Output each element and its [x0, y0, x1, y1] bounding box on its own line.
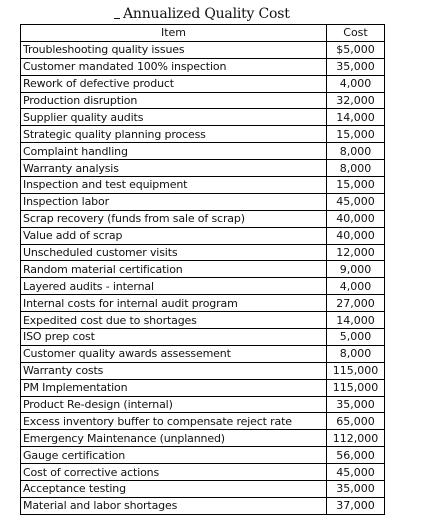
item-cell: Emergency Maintenance (unplanned): [20, 429, 327, 448]
table-row: Random material certification 9,000: [20, 260, 385, 279]
cost-cell: 112,000: [326, 429, 385, 448]
cost-cell: $5,000: [326, 40, 385, 59]
item-cell: Production disruption: [20, 91, 327, 110]
table-row: Production disruption 32,000: [20, 91, 385, 110]
quality-cost-table: Item Cost Troubleshooting quality issues…: [20, 24, 385, 515]
cost-cell: 115,000: [326, 378, 385, 397]
table-row: Gauge certification 56,000: [20, 446, 385, 465]
table-row: Warranty analysis 8,000: [20, 159, 385, 178]
item-cell: Value add of scrap: [20, 226, 327, 245]
title-area: Annualized Quality Cost: [114, 3, 290, 25]
item-cell: Random material certification: [20, 260, 327, 279]
item-cell: Inspection and test equipment: [20, 176, 327, 194]
cost-cell: 40,000: [326, 209, 385, 228]
table-row: Value add of scrap 40,000: [20, 226, 385, 245]
cost-cell: 65,000: [326, 412, 385, 431]
table-row: Excess inventory buffer to compensate re…: [20, 412, 385, 431]
table-row: ISO prep cost 5,000: [20, 328, 385, 346]
cost-cell: 115,000: [326, 361, 385, 380]
item-cell: Complaint handling: [20, 142, 327, 161]
item-cell: Layered audits - internal: [20, 277, 327, 296]
cost-cell: 9,000: [326, 260, 385, 279]
item-cell: Inspection labor: [20, 192, 327, 211]
table-row: Complaint handling 8,000: [20, 142, 385, 161]
cost-cell: 4,000: [326, 277, 385, 296]
cost-cell: 4,000: [326, 74, 385, 93]
cost-cell: 8,000: [326, 344, 385, 363]
table-row: Customer mandated 100% inspection 35,000: [20, 57, 385, 76]
item-cell: Warranty costs: [20, 361, 327, 380]
table-row: Supplier quality audits 14,000: [20, 108, 385, 127]
cost-cell: 27,000: [326, 294, 385, 313]
cost-cell: 15,000: [326, 176, 385, 194]
table-row: Strategic quality planning process 15,000: [20, 125, 385, 144]
item-cell: Rework of defective product: [20, 74, 327, 93]
table-row: Unscheduled customer visits 12,000: [20, 243, 385, 262]
table-row: Inspection labor 45,000: [20, 192, 385, 211]
table-row: Rework of defective product 4,000: [20, 74, 385, 93]
item-cell: Supplier quality audits: [20, 108, 327, 127]
table-row: Customer quality awards assessement 8,000: [20, 344, 385, 363]
item-cell: Customer mandated 100% inspection: [20, 57, 327, 76]
item-cell: Gauge certification: [20, 446, 327, 465]
cost-cell: 45,000: [326, 463, 385, 482]
cost-cell: 56,000: [326, 446, 385, 465]
table-row: Inspection and test equipment 15,000: [20, 176, 385, 194]
cost-column-header: Cost: [326, 24, 385, 42]
cost-cell: 14,000: [326, 108, 385, 127]
cost-cell: 37,000: [326, 496, 385, 515]
item-cell: PM Implementation: [20, 378, 327, 397]
table-row: PM Implementation 115,000: [20, 378, 385, 397]
item-cell: Material and labor shortages: [20, 496, 327, 515]
item-cell: Internal costs for internal audit progra…: [20, 294, 327, 313]
table-row: Expedited cost due to shortages 14,000: [20, 311, 385, 330]
cost-cell: 14,000: [326, 311, 385, 330]
item-cell: Troubleshooting quality issues: [20, 40, 327, 59]
cost-cell: 8,000: [326, 142, 385, 161]
cost-cell: 40,000: [326, 226, 385, 245]
item-cell: Warranty analysis: [20, 159, 327, 178]
item-cell: ISO prep cost: [20, 328, 327, 346]
cost-cell: 8,000: [326, 159, 385, 178]
table-row: Troubleshooting quality issues $5,000: [20, 40, 385, 59]
cost-cell: 32,000: [326, 91, 385, 110]
item-cell: Unscheduled customer visits: [20, 243, 327, 262]
table-row: Internal costs for internal audit progra…: [20, 294, 385, 313]
cost-cell: 5,000: [326, 328, 385, 346]
item-cell: Excess inventory buffer to compensate re…: [20, 412, 327, 431]
item-cell: Strategic quality planning process: [20, 125, 327, 144]
cost-cell: 45,000: [326, 192, 385, 211]
table-row: Material and labor shortages 37,000: [20, 496, 385, 515]
table-row: Warranty costs 115,000: [20, 361, 385, 380]
item-cell: Acceptance testing: [20, 480, 327, 498]
cost-cell: 35,000: [326, 395, 385, 414]
cost-cell: 35,000: [326, 480, 385, 498]
table-row: Cost of corrective actions 45,000: [20, 463, 385, 482]
item-column-header: Item: [20, 24, 327, 42]
item-cell: Customer quality awards assessement: [20, 344, 327, 363]
title-dash-mark: [114, 17, 120, 19]
table-row: Layered audits - internal 4,000: [20, 277, 385, 296]
item-cell: Expedited cost due to shortages: [20, 311, 327, 330]
header-row: Item Cost: [20, 24, 385, 42]
item-cell: Cost of corrective actions: [20, 463, 327, 482]
table-row: Emergency Maintenance (unplanned) 112,000: [20, 429, 385, 448]
cost-cell: 12,000: [326, 243, 385, 262]
cost-cell: 35,000: [326, 57, 385, 76]
table-row: Acceptance testing 35,000: [20, 480, 385, 498]
table-row: Product Re-design (internal) 35,000: [20, 395, 385, 414]
item-cell: Product Re-design (internal): [20, 395, 327, 414]
table-row: Scrap recovery (funds from sale of scrap…: [20, 209, 385, 228]
table-title: Annualized Quality Cost: [123, 6, 290, 22]
cost-cell: 15,000: [326, 125, 385, 144]
item-cell: Scrap recovery (funds from sale of scrap…: [20, 209, 327, 228]
